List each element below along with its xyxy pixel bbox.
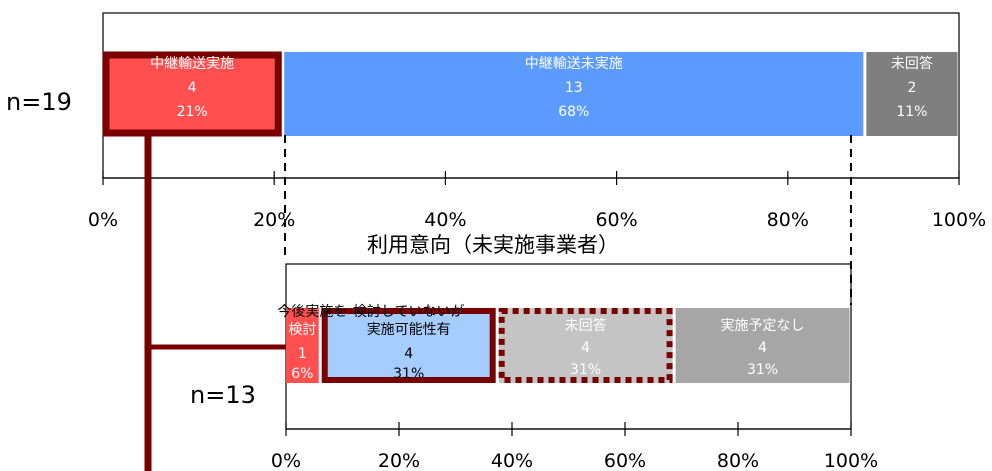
chart-2-n-label: n=13	[190, 381, 256, 409]
chart-2-tick-label: 100%	[824, 450, 878, 471]
chart-1-segment-2-label-2: 13	[565, 80, 583, 96]
chart-1-segment-1-label-1: 中継輸送実施	[150, 56, 234, 72]
chart-2-segment-2-label-4: 31%	[393, 366, 424, 382]
chart-2-tick-label: 80%	[717, 450, 759, 471]
chart-2-segment-2-label-3: 4	[404, 346, 413, 362]
chart-2-bar-segment-3	[498, 308, 673, 383]
chart-2-segment-3-label-3: 31%	[570, 362, 601, 378]
chart-2-tick-label: 20%	[378, 450, 420, 471]
chart-2-segment-1-label-2: 検討	[288, 322, 316, 338]
chart-2-segment-3-label-2: 4	[581, 340, 590, 356]
chart-1-tick-label: 40%	[424, 209, 466, 231]
chart-1-tick-label: 100%	[932, 209, 986, 231]
chart-1-segment-2-label-3: 68%	[558, 104, 589, 120]
chart-2-highlight-dotted-3	[498, 308, 673, 383]
chart-1-n-label: n=19	[6, 88, 72, 116]
chart-1-bar-segment-2	[284, 52, 864, 136]
chart-1-bar-segment-1	[103, 52, 282, 136]
chart-2-segment-2-label-2: 実施可能性有	[367, 322, 451, 338]
chart-1-segment-3-label-3: 11%	[896, 104, 927, 120]
chart-2-segment-1-label-4: 6%	[291, 366, 313, 382]
chart-2-segment-1-label-1: 今後実施を	[277, 304, 347, 320]
chart-1-segment-2-label-1: 中継輸送未実施	[525, 56, 623, 72]
chart-2-highlight-box-2	[321, 308, 496, 383]
chart-1-highlight-box-1	[102, 51, 282, 137]
chart-2-segment-4-label-2: 4	[758, 340, 767, 356]
chart-2-tick-label: 40%	[491, 450, 533, 471]
chart-1-segment-1-label-3: 21%	[177, 104, 208, 120]
chart-2-segment-4-label-1: 実施予定なし	[721, 318, 805, 334]
chart-2-tick-label: 60%	[604, 450, 646, 471]
chart-2-tick-label: 0%	[271, 450, 301, 471]
chart-1-tick-label: 20%	[253, 209, 295, 231]
chart-2-segment-4-label-3: 31%	[747, 362, 778, 378]
chart-1-tick-label: 0%	[88, 209, 118, 231]
chart-2-segment-3-label-1: 未回答	[565, 317, 607, 334]
chart-1-segment-3-label-2: 2	[907, 80, 916, 96]
chart-1-bar-segment-3	[866, 52, 958, 136]
chart-1-tick-label: 80%	[767, 209, 809, 231]
chart-2-segment-2-label-1: 検討していないが	[353, 304, 465, 320]
chart-2-segment-1-label-3: 1	[298, 346, 307, 362]
chart-2-bar-segment-2	[321, 308, 496, 383]
chart-2-bar-segment-4	[675, 308, 850, 383]
chart-2-title: 利用意向（未実施事業者）	[367, 233, 619, 257]
chart-1-segment-3-label-1: 未回答	[891, 55, 933, 72]
chart-2-bar-segment-1	[286, 308, 319, 383]
chart-1-segment-1-label-2: 4	[188, 80, 197, 96]
chart-1-tick-label: 60%	[595, 209, 637, 231]
chart-1: n=19 中継輸送実施 4 21% 中継輸送未実施 13 68% 未回答 2 11% 0% 20%…	[6, 12, 986, 231]
highlight-connector	[144, 134, 286, 471]
